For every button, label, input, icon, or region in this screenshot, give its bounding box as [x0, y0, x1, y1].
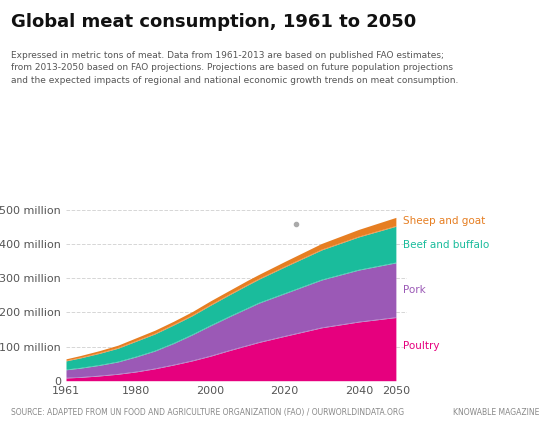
Text: SOURCE: ADAPTED FROM UN FOOD AND AGRICULTURE ORGANIZATION (FAO) / OURWORLDINDATA: SOURCE: ADAPTED FROM UN FOOD AND AGRICUL… — [11, 408, 404, 417]
Text: KNOWABLE MAGAZINE: KNOWABLE MAGAZINE — [453, 408, 539, 417]
Text: Sheep and goat: Sheep and goat — [403, 217, 486, 226]
Text: Global meat consumption, 1961 to 2050: Global meat consumption, 1961 to 2050 — [11, 13, 416, 31]
Text: Beef and buffalo: Beef and buffalo — [403, 239, 490, 250]
Text: Poultry: Poultry — [403, 341, 440, 351]
Text: Expressed in metric tons of meat. Data from 1961-2013 are based on published FAO: Expressed in metric tons of meat. Data f… — [11, 51, 458, 85]
Text: Pork: Pork — [403, 285, 426, 295]
